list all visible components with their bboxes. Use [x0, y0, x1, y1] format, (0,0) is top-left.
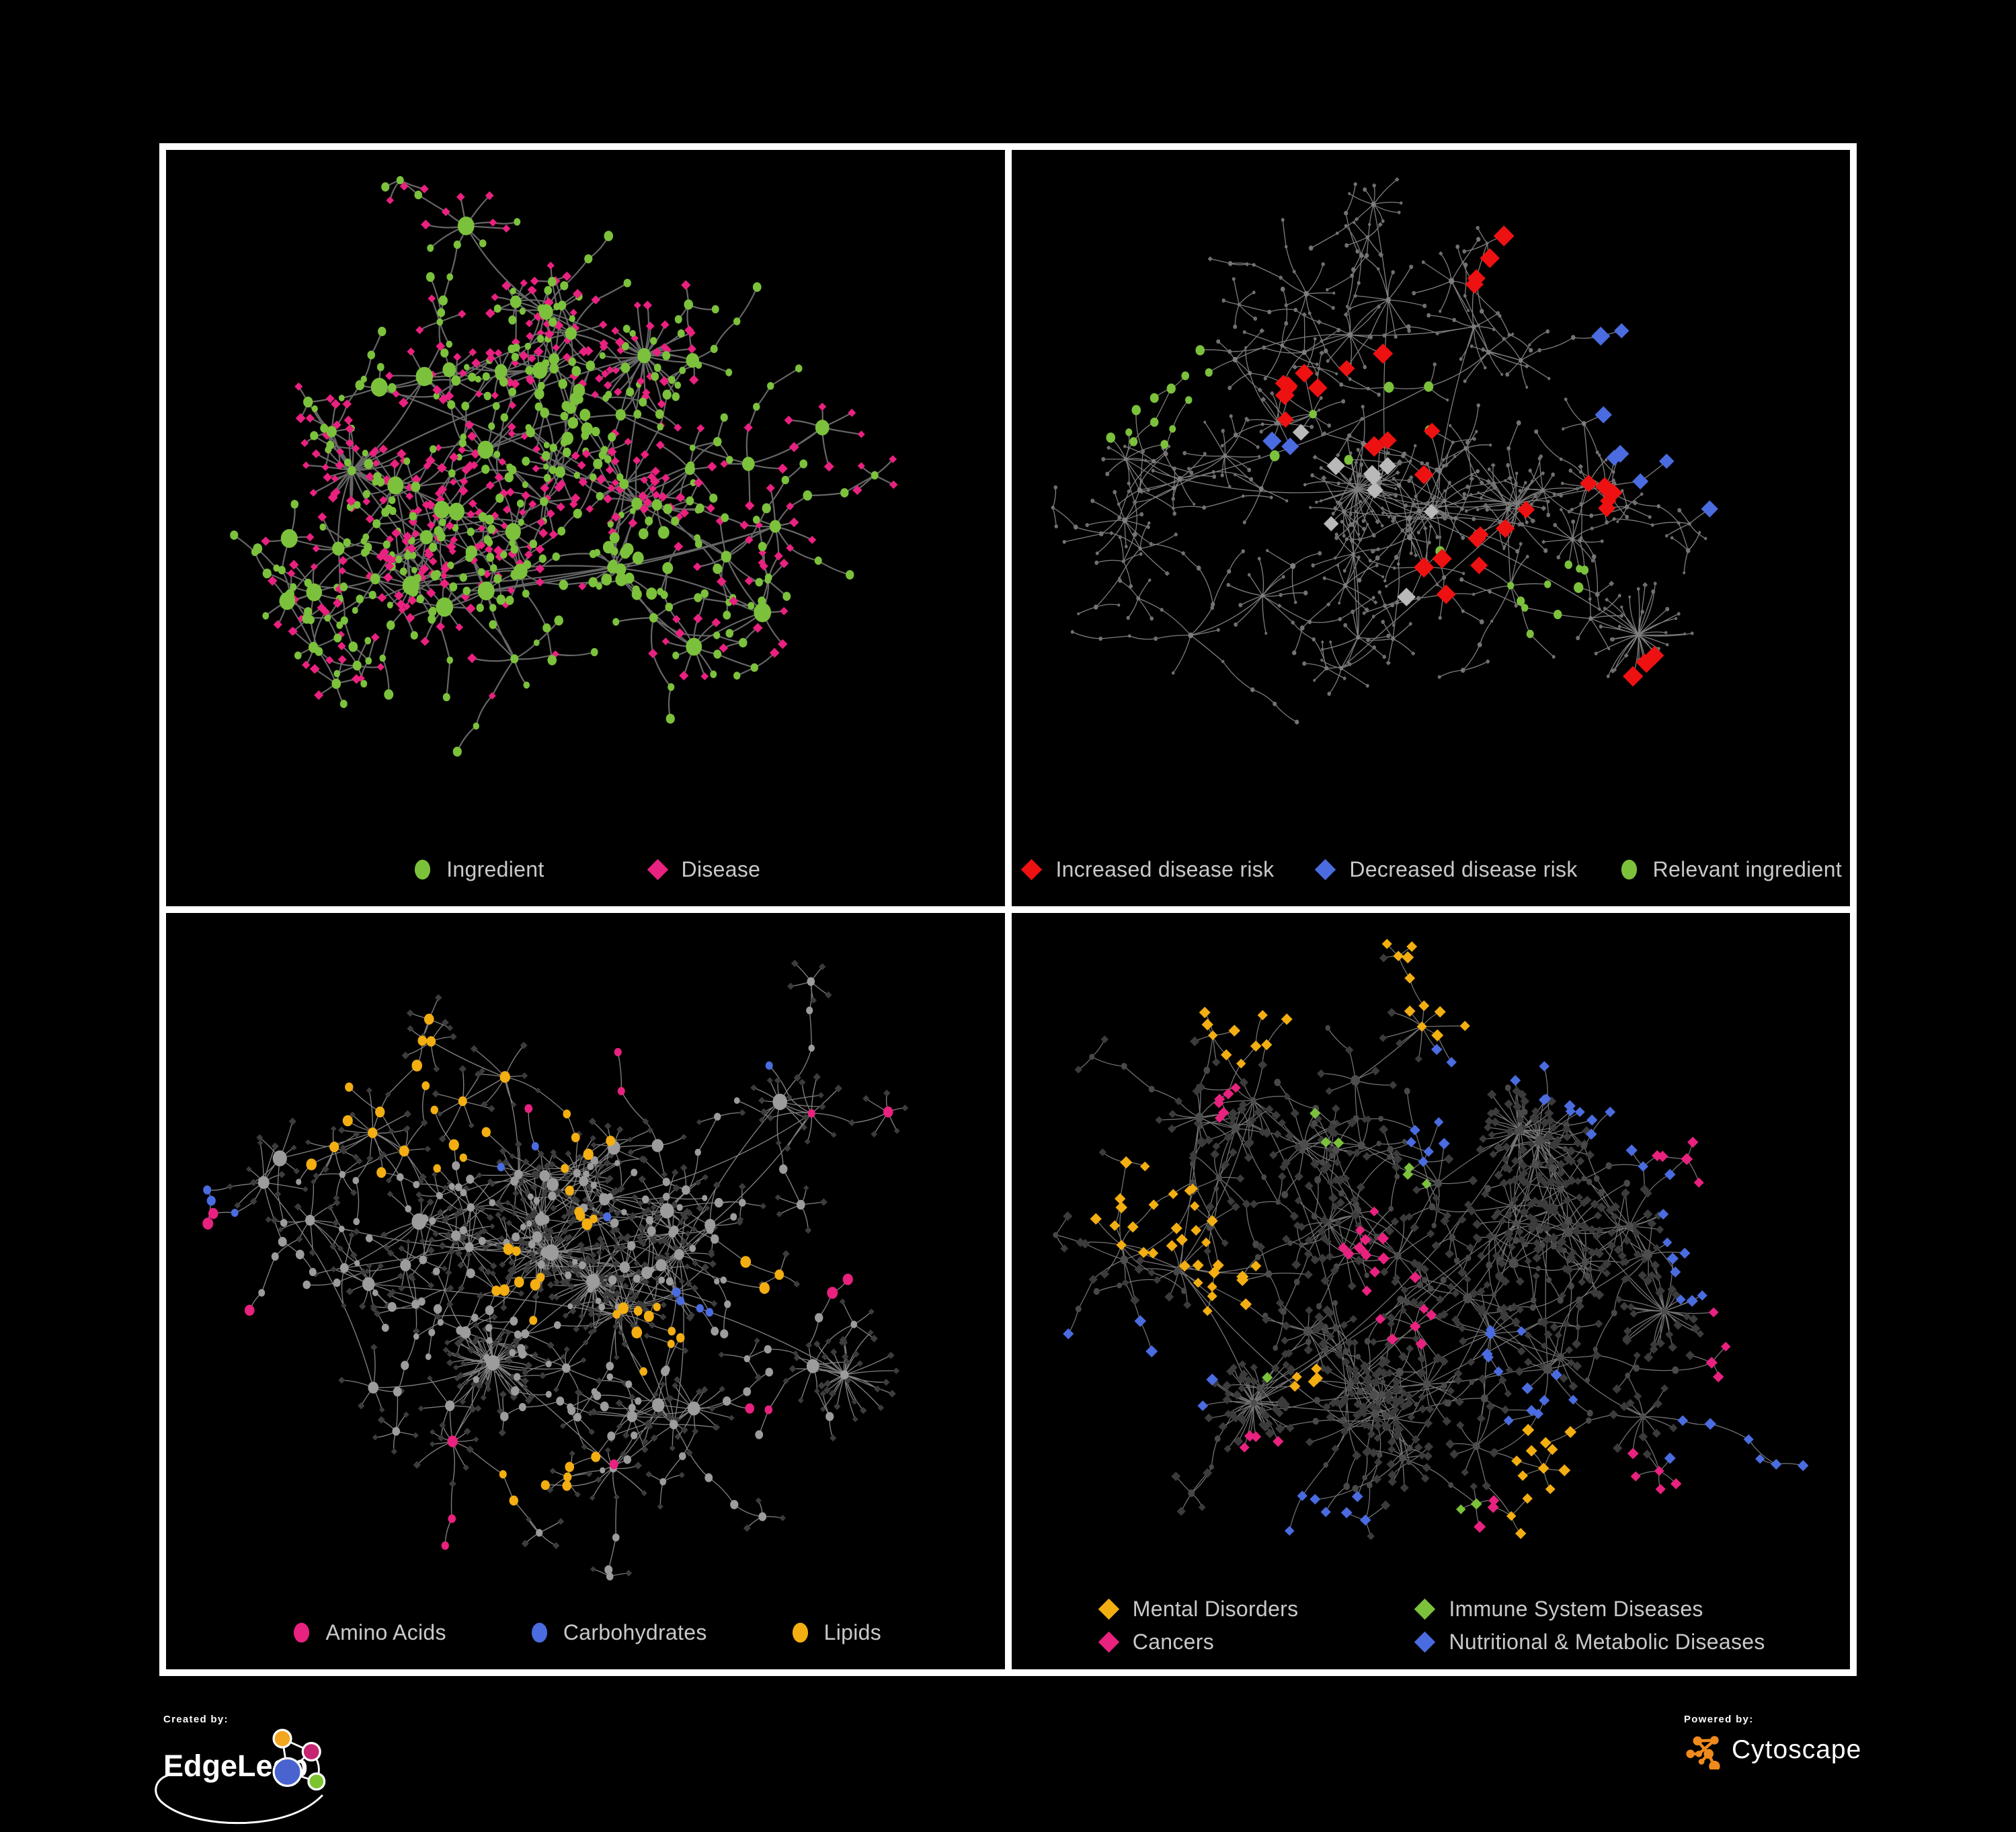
legend-label: Increased disease risk [1055, 857, 1275, 881]
ingredient-disease-network-graph [230, 175, 898, 757]
legend-item-ingredient: Ingredient [410, 857, 544, 882]
legend-label: Disease [681, 857, 761, 881]
legend-ellipse-icon [531, 1622, 547, 1643]
created-by-label: Created by: [163, 1714, 229, 1725]
legend-label: Amino Acids [325, 1620, 446, 1644]
legend-label: Decreased disease risk [1349, 857, 1578, 881]
cytoscape-network-icon [1686, 1736, 1720, 1769]
legend-item-decreased-disease-risk: Decreased disease risk [1313, 857, 1577, 882]
edgeleap-network-icon [272, 1728, 326, 1791]
cytoscape-logo: Cytoscape [1684, 1730, 1973, 1769]
cytoscape-wordmark: Cytoscape [1732, 1735, 1862, 1764]
legend-label: Lipids [823, 1620, 882, 1644]
legend-label: Ingredient [446, 857, 545, 881]
legend-item-disease: Disease [645, 857, 761, 882]
legend-diamond-icon [1315, 859, 1336, 881]
legend-diamond-icon [1414, 1598, 1436, 1620]
legend-item-lipids: Lipids [788, 1620, 881, 1645]
disease-risk-network-graph [1051, 177, 1718, 725]
legend-label: Relevant ingredient [1652, 857, 1843, 881]
legend-label: Immune System Diseases [1449, 1597, 1703, 1621]
legend-diamond-icon [1021, 859, 1043, 881]
legend-item-relevant-ingredient: Relevant ingredient [1617, 857, 1842, 882]
legend-ellipse-icon [792, 1622, 808, 1643]
created-by-block: Created by: EdgeLeap [155, 1714, 540, 1825]
legend-item-mental-disorders: Mental Disorders [1096, 1597, 1299, 1622]
edgeleap-logo: EdgeLeap [155, 1728, 540, 1825]
disease-category-legend: Mental Disorders Immune System Diseases Ca… [1012, 1597, 1851, 1655]
legend-label: Carbohydrates [563, 1620, 707, 1644]
macronutrient-legend: Amino Acids Carbohydrates Lipids [166, 1620, 1005, 1645]
ingredient-disease-legend: Ingredient Disease [166, 857, 1005, 882]
legend-ellipse-icon [1621, 859, 1637, 880]
legend-diamond-icon [1098, 1598, 1120, 1620]
legend-item-immune-system-diseases: Immune System Diseases [1412, 1597, 1765, 1622]
legend-diamond-icon [1414, 1631, 1436, 1653]
legend-item-increased-disease-risk: Increased disease risk [1019, 857, 1274, 882]
legend-diamond-icon [1098, 1631, 1120, 1653]
network-figure-grid: Ingredient Disease Increased disease risk… [159, 143, 1857, 1676]
legend-ellipse-icon [415, 859, 431, 880]
powered-by-block: Powered by: Cytoscape [1684, 1714, 1973, 1769]
disease-risk-legend: Increased disease risk Decreased disease … [1012, 857, 1851, 882]
disease-category-network-graph [1052, 939, 1808, 1540]
legend-item-carbohydrates: Carbohydrates [527, 1620, 707, 1645]
legend-item-cancers: Cancers [1096, 1630, 1299, 1655]
legend-label: Mental Disorders [1132, 1597, 1299, 1621]
legend-ellipse-icon [294, 1622, 310, 1643]
panel-macronutrient-classes: Amino Acids Carbohydrates Lipids [166, 913, 1005, 1669]
macronutrient-network-graph [202, 959, 909, 1581]
panel-disease-categories: Mental Disorders Immune System Diseases Ca… [1011, 913, 1851, 1669]
panel-ingredient-disease: Ingredient Disease [166, 150, 1005, 906]
legend-item-nutritional-metabolic-diseases: Nutritional & Metabolic Diseases [1412, 1630, 1765, 1655]
legend-item-amino-acids: Amino Acids [289, 1620, 446, 1645]
powered-by-label: Powered by: [1684, 1714, 1754, 1725]
legend-label: Cancers [1132, 1630, 1215, 1654]
legend-label: Nutritional & Metabolic Diseases [1449, 1630, 1765, 1654]
legend-diamond-icon [647, 859, 668, 881]
panel-disease-risk: Increased disease risk Decreased disease … [1011, 150, 1851, 906]
